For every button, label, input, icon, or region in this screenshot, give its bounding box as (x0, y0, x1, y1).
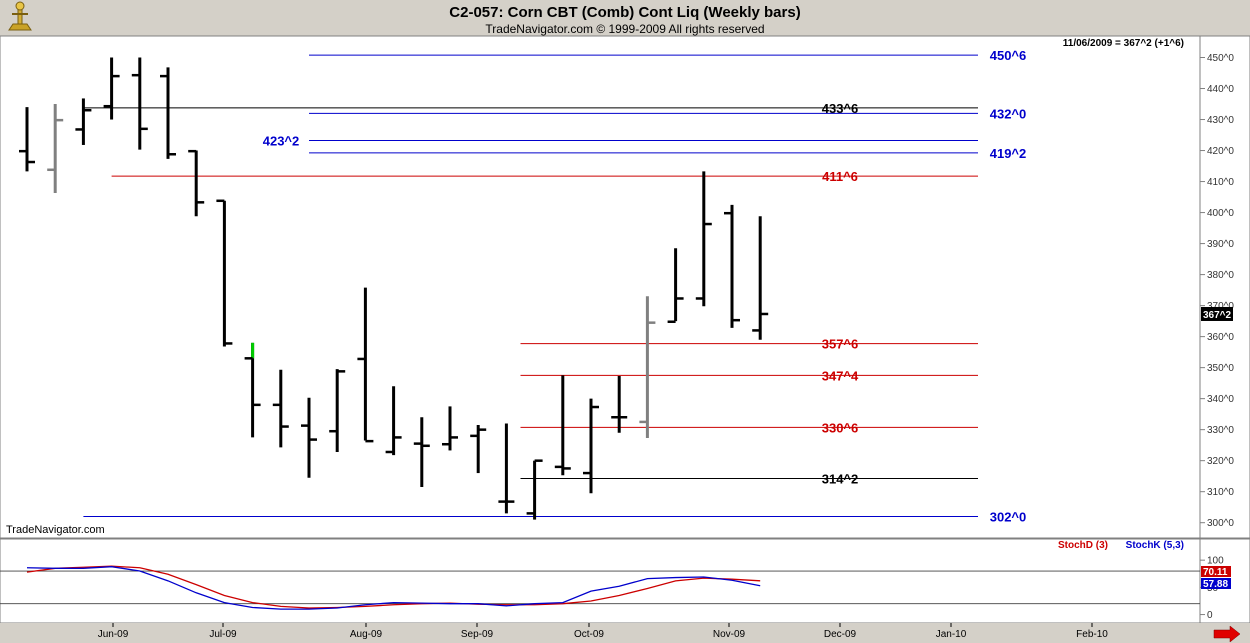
ohlc-bar (554, 375, 571, 476)
ohlc-bar (216, 199, 233, 347)
level-label: 302^0 (990, 509, 1027, 524)
ohlc-bar (667, 248, 684, 323)
ohlc-bar (272, 369, 289, 448)
x-axis-panel (0, 623, 1250, 643)
ohlc-bar (47, 104, 64, 194)
price-tick-label: 300^0 (1207, 518, 1234, 529)
chart-subtitle: TradeNavigator.com © 1999-2009 All right… (485, 22, 764, 36)
price-tick-label: 400^0 (1207, 208, 1234, 219)
ohlc-bar (442, 406, 458, 451)
last-price-info: 11/06/2009 = 367^2 (+1^6) (1063, 38, 1184, 49)
level-label: 433^6 (822, 101, 859, 116)
level-label: 423^2 (263, 133, 300, 148)
price-tick-label: 340^0 (1207, 394, 1234, 405)
ohlc-bar (301, 397, 317, 478)
level-label: 314^2 (822, 472, 859, 487)
ohlc-bar (357, 287, 374, 443)
ohlc-bar (695, 171, 712, 307)
price-tick-label: 360^0 (1207, 332, 1234, 343)
ohlc-bar (103, 57, 120, 120)
ohlc-bar (188, 149, 205, 217)
x-tick-label: Nov-09 (713, 629, 746, 640)
level-label: 347^4 (822, 368, 859, 383)
level-label: 432^0 (990, 106, 1027, 121)
x-tick-label: Jun-09 (98, 629, 129, 640)
legend-stochd: StochD (3) (1058, 540, 1108, 551)
stoch-tick-label: 0 (1207, 610, 1213, 621)
ohlc-bar (131, 57, 148, 150)
x-tick-label: Jul-09 (209, 629, 237, 640)
trade-navigator-logo-icon[interactable] (8, 1, 32, 31)
price-tick-label: 310^0 (1207, 487, 1234, 498)
ohlc-bar (752, 216, 769, 340)
ohlc-bar (611, 376, 628, 433)
ohlc-bar (639, 296, 656, 439)
level-label: 419^2 (990, 146, 1027, 161)
ohlc-bar (329, 369, 346, 452)
x-tick-label: Oct-09 (574, 629, 604, 640)
stoch-value-tag (1201, 566, 1231, 577)
scroll-right-arrow-icon[interactable] (1213, 625, 1241, 643)
price-tick-label: 390^0 (1207, 239, 1234, 250)
level-label: 411^6 (822, 169, 858, 184)
price-tick-label: 410^0 (1207, 177, 1234, 188)
chart-title: C2-057: Corn CBT (Comb) Cont Liq (Weekly… (449, 4, 800, 21)
price-tick-label: 380^0 (1207, 270, 1234, 281)
stoch-value-tag (1201, 578, 1231, 589)
price-tick-label: 320^0 (1207, 456, 1234, 467)
ohlc-bar (160, 67, 176, 159)
x-tick-label: Dec-09 (824, 629, 857, 640)
last-price-tag-label: 367^2 (1203, 310, 1232, 321)
last-price-tag: 367^2 (1201, 306, 1233, 321)
stoch-series-line (26, 565, 761, 609)
ohlc-bar (244, 342, 261, 438)
x-tick-label: Jan-10 (936, 629, 967, 640)
price-tick-label: 350^0 (1207, 363, 1234, 374)
x-tick-label: Feb-10 (1076, 629, 1108, 640)
ohlc-bar (526, 459, 543, 520)
price-tick-label: 370^0 (1207, 301, 1234, 312)
header-background (0, 0, 1250, 36)
level-label: 330^6 (822, 420, 859, 435)
price-tick-label: 330^0 (1207, 425, 1234, 436)
ohlc-bar (19, 107, 35, 172)
watermark: TradeNavigator.com (6, 524, 105, 536)
ohlc-bar (75, 98, 92, 145)
ohlc-bar (470, 425, 487, 474)
x-tick-label: Aug-09 (350, 629, 383, 640)
price-tick-label: 420^0 (1207, 146, 1234, 157)
stoch-panel (0, 538, 1201, 624)
stoch-value-tag-label: 70.11 (1203, 567, 1228, 578)
stoch-value-tag-label: 57.88 (1203, 579, 1228, 590)
price-tick-label: 450^0 (1207, 53, 1234, 64)
price-tick-label: 440^0 (1207, 84, 1234, 95)
ohlc-bar (413, 417, 430, 488)
ohlc-bar (583, 398, 599, 494)
price-tick-label: 430^0 (1207, 115, 1234, 126)
level-label: 357^6 (822, 337, 859, 352)
price-axis-panel (1199, 35, 1250, 539)
ohlc-bar (385, 386, 402, 456)
stoch-tick-label: 100 (1207, 556, 1224, 567)
level-label: 450^6 (990, 48, 1027, 63)
price-panel (0, 35, 1201, 539)
stoch-series-line (26, 566, 761, 610)
legend-stochk: StochK (5,3) (1126, 540, 1184, 551)
ohlc-bar (724, 204, 740, 328)
x-tick-label: Sep-09 (461, 629, 494, 640)
ohlc-bar (498, 423, 515, 514)
